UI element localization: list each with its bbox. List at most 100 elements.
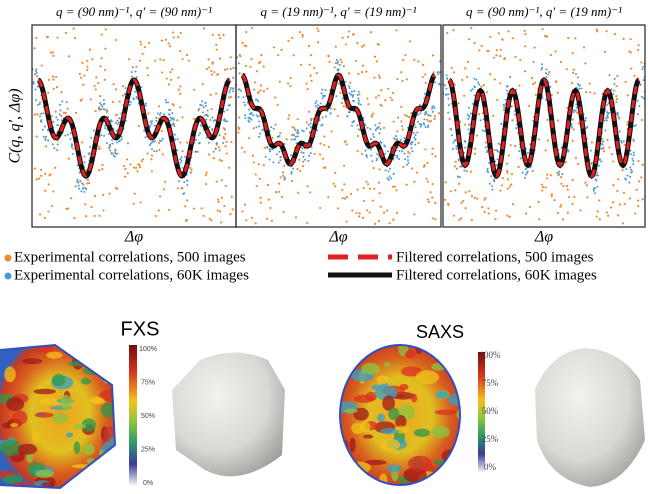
scatter-point <box>596 174 599 177</box>
scatter-point <box>232 76 235 79</box>
scatter-point <box>589 149 592 152</box>
scatter-point <box>426 118 429 121</box>
scatter-point <box>514 113 517 116</box>
scatter-point <box>149 121 152 124</box>
scatter-point <box>260 54 263 57</box>
scatter-point <box>636 113 639 116</box>
scatter-point <box>434 201 437 205</box>
scatter-point <box>124 93 127 96</box>
scatter-point <box>104 108 107 111</box>
scatter-point <box>106 109 109 112</box>
scatter-point <box>257 91 260 95</box>
scatter-point <box>197 142 200 145</box>
scatter-point <box>348 87 351 90</box>
scatter-point <box>609 206 612 209</box>
scatter-point <box>215 142 218 145</box>
scatter-point <box>199 132 202 135</box>
scatter-point <box>334 185 337 188</box>
scatter-point <box>97 145 100 148</box>
scatter-point <box>392 218 395 221</box>
scatter-point <box>272 127 275 130</box>
scatter-point <box>414 133 417 136</box>
scatter-point <box>135 76 138 79</box>
scatter-point <box>316 129 319 132</box>
scatter-point <box>571 52 574 55</box>
scatter-point <box>44 139 47 142</box>
scatter-point <box>131 66 134 69</box>
scatter-point <box>384 169 387 172</box>
scatter-point <box>172 123 175 126</box>
scatter-point <box>88 181 91 185</box>
scatter-point <box>80 190 83 193</box>
scatter-point <box>205 136 208 139</box>
scatter-point <box>114 148 117 151</box>
scatter-point <box>291 36 294 39</box>
scatter-point <box>100 108 103 111</box>
scatter-point <box>426 126 429 129</box>
scatter-point <box>101 105 104 108</box>
y-label: C(q, q′, Δφ) <box>7 88 24 163</box>
scatter-point <box>161 71 164 74</box>
scatter-point <box>629 153 632 156</box>
scatter-point <box>236 56 239 59</box>
scatter-point <box>388 221 391 225</box>
panel-title: q = (90 nm)⁻¹, q′ = (19 nm)⁻¹ <box>466 4 622 19</box>
heat-blot <box>0 440 22 456</box>
scatter-point <box>94 109 97 113</box>
scatter-point <box>308 154 311 157</box>
scatter-point <box>567 36 570 40</box>
scatter-point <box>446 31 449 35</box>
scatter-point <box>301 35 304 38</box>
scatter-point <box>115 38 118 42</box>
scatter-point <box>76 178 79 181</box>
scatter-point <box>200 104 203 107</box>
scatter-point <box>408 116 411 119</box>
scatter-point <box>575 103 578 106</box>
scatter-point <box>287 39 290 43</box>
scatter-point <box>83 74 86 77</box>
scatter-point <box>406 163 409 166</box>
scatter-point <box>126 172 129 175</box>
scatter-point <box>238 53 241 57</box>
heat-blot <box>434 409 458 416</box>
scatter-point <box>128 103 131 106</box>
scatter-point <box>391 91 395 95</box>
scatter-point <box>278 80 281 83</box>
scatter-point <box>613 89 616 92</box>
scatter-point <box>419 112 422 115</box>
scatter-point <box>616 189 619 193</box>
scatter-point <box>399 138 402 141</box>
scatter-point <box>173 125 176 128</box>
scatter-point <box>225 152 228 155</box>
scatter-point <box>249 65 252 68</box>
scatter-point <box>559 205 562 208</box>
heat-blot <box>81 418 96 432</box>
scatter-point <box>129 101 132 104</box>
scatter-point <box>65 207 68 210</box>
scatter-point <box>218 158 221 161</box>
scatter-point <box>500 184 503 187</box>
scatter-point <box>132 202 135 205</box>
scatter-point <box>553 198 556 202</box>
scatter-point <box>221 142 224 145</box>
scatter-point <box>60 119 63 122</box>
scatter-point <box>495 48 498 52</box>
scatter-point <box>467 117 470 120</box>
scatter-point <box>341 97 344 100</box>
scatter-point <box>294 129 297 132</box>
heat-blot <box>376 413 385 423</box>
scatter-point <box>229 212 232 216</box>
scatter-point <box>130 71 133 74</box>
scatter-point <box>387 87 390 90</box>
scatter-point <box>86 68 89 72</box>
scatter-point <box>499 189 502 192</box>
scatter-point <box>523 29 526 32</box>
scatter-point <box>600 160 603 163</box>
scatter-point <box>455 145 458 148</box>
scatter-point <box>279 176 282 179</box>
scatter-point <box>622 140 625 143</box>
scatter-point <box>269 206 272 210</box>
scatter-point <box>613 33 616 36</box>
scatter-point <box>598 199 601 202</box>
scatter-point <box>378 168 381 171</box>
